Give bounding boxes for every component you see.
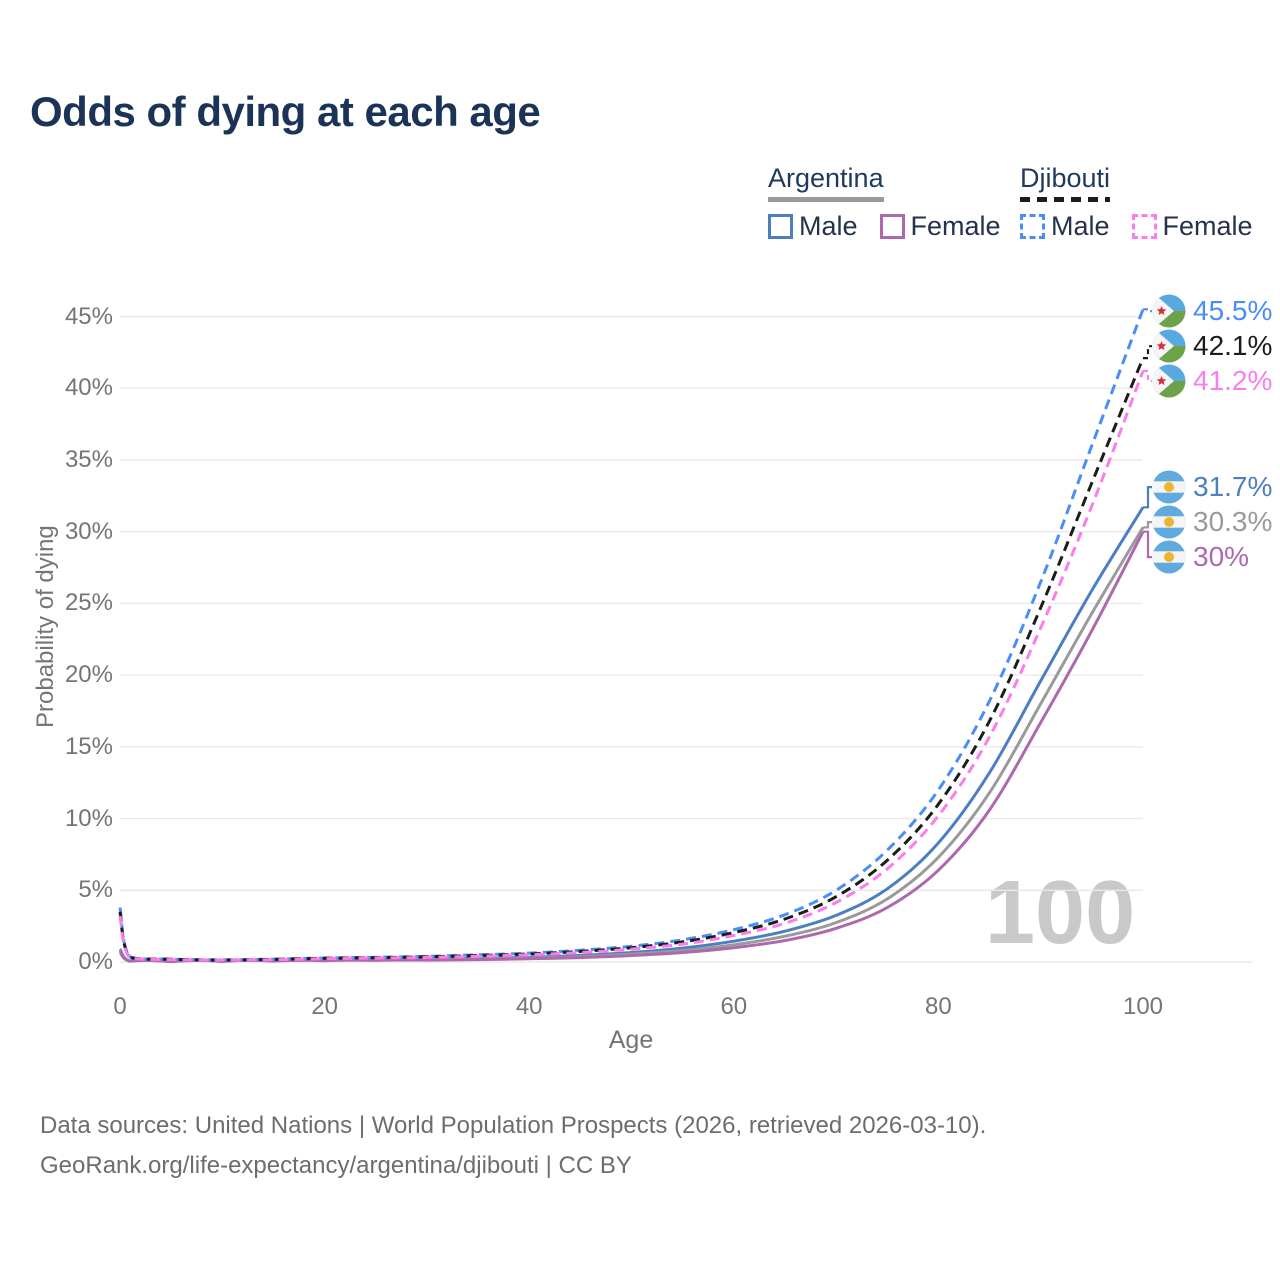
legend-label-argentina-female[interactable]: Female	[910, 211, 1001, 241]
legend-linestyle-dashed-sample	[1020, 197, 1111, 202]
legend-swatch-djibouti-male[interactable]	[1020, 214, 1045, 239]
page-title: Odds of dying at each age	[30, 88, 541, 135]
end-label-value: 42.1%	[1193, 330, 1273, 362]
end-label-argentina-female: 30%	[1152, 540, 1249, 574]
y-tick-label: 45%	[64, 302, 113, 330]
x-tick-label: 60	[720, 993, 748, 1020]
y-tick-label: 25%	[64, 589, 113, 617]
legend-group-djibouti: Djibouti Male Female	[1020, 163, 1253, 242]
end-label-argentina-male: 31.7%	[1152, 470, 1272, 504]
legend-label-argentina-male[interactable]: Male	[799, 211, 858, 241]
age-watermark: 100	[985, 863, 1136, 963]
legend-country-label-argentina: Argentina	[768, 163, 884, 193]
end-label-value: 30%	[1193, 541, 1250, 573]
y-tick-label: 30%	[64, 517, 113, 545]
flag-icon-djibouti	[1152, 364, 1186, 398]
x-tick-label: 0	[113, 993, 127, 1020]
series-line-djibouti-female[interactable]	[118, 370, 1145, 962]
end-label-connector	[1143, 486, 1152, 509]
y-tick-label: 20%	[64, 661, 113, 689]
legend-group-argentina: Argentina Male Female	[768, 163, 1001, 242]
end-label-connector	[1143, 345, 1152, 360]
end-label-connector	[1143, 530, 1152, 559]
series-line-djibouti-all[interactable]	[118, 357, 1145, 962]
legend-linestyle-solid-sample	[768, 197, 884, 202]
footer-sources-line: Data sources: United Nations | World Pop…	[40, 1112, 987, 1139]
legend-swatch-argentina-male[interactable]	[768, 214, 793, 239]
legend-swatch-djibouti-female[interactable]	[1131, 214, 1157, 239]
x-tick-label: 20	[311, 993, 338, 1020]
footer-attribution-line: GeoRank.org/life-expectancy/argentina/dj…	[40, 1152, 632, 1179]
y-tick-label: 5%	[78, 876, 113, 904]
series-line-argentina-all[interactable]	[118, 526, 1145, 963]
series-line-argentina-male[interactable]	[118, 506, 1145, 963]
end-label-connector	[1143, 369, 1152, 383]
x-tick-label: 100	[1122, 993, 1164, 1020]
end-label-value: 30.3%	[1193, 506, 1273, 538]
y-tick-label: 15%	[64, 732, 113, 760]
legend-swatch-argentina-female[interactable]	[879, 214, 905, 239]
flag-icon-argentina	[1152, 470, 1186, 504]
end-label-connector	[1143, 521, 1152, 529]
legend-label-djibouti-male[interactable]: Male	[1051, 211, 1110, 241]
end-label-value: 45.5%	[1193, 295, 1273, 327]
end-label-djibouti-female: 41.2%	[1152, 364, 1272, 398]
end-label-djibouti-male: 45.5%	[1152, 294, 1272, 328]
flag-icon-argentina	[1152, 505, 1186, 539]
legend-header-djibouti[interactable]: Djibouti	[1020, 163, 1111, 202]
flag-icon-argentina	[1152, 540, 1186, 574]
y-tick-label: 35%	[64, 445, 113, 473]
y-tick-label: 10%	[64, 804, 113, 832]
end-label-value: 41.2%	[1193, 365, 1273, 397]
end-label-argentina-all: 30.3%	[1152, 505, 1272, 539]
legend-header-argentina[interactable]: Argentina	[768, 163, 884, 202]
legend-label-djibouti-female[interactable]: Female	[1162, 211, 1253, 241]
y-axis-title: Probability of dying	[32, 525, 59, 728]
x-axis-title: Age	[608, 1026, 654, 1054]
x-tick-label: 40	[515, 993, 543, 1020]
legend-country-label-djibouti: Djibouti	[1020, 163, 1111, 193]
flag-icon-djibouti	[1152, 294, 1186, 328]
end-label-connector	[1143, 308, 1152, 313]
y-tick-label: 40%	[64, 374, 113, 402]
end-label-djibouti-all: 42.1%	[1152, 329, 1272, 363]
end-label-value: 31.7%	[1193, 471, 1273, 503]
series-line-djibouti-male[interactable]	[118, 308, 1145, 962]
flag-icon-djibouti	[1152, 329, 1186, 363]
x-tick-label: 80	[925, 993, 952, 1020]
footer: Data sources: United Nations | World Pop…	[40, 1106, 986, 1186]
y-tick-label: 0%	[78, 948, 113, 975]
